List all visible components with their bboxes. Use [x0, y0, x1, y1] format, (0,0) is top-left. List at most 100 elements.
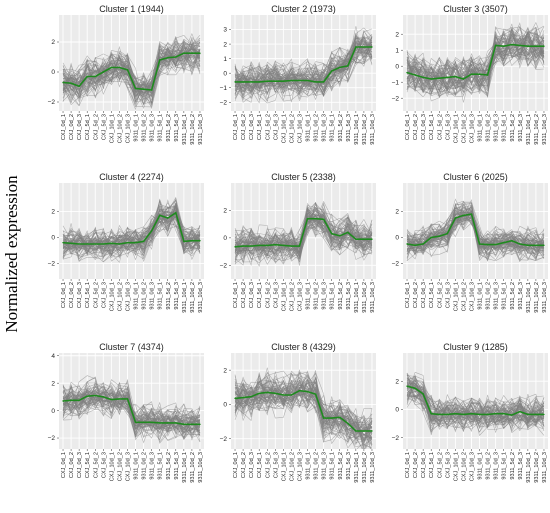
- x-tick-label: CXJ_5d_1: [429, 452, 435, 478]
- gene-profile-line: [62, 381, 201, 440]
- center-point: [150, 89, 153, 91]
- x-tick-label: CXJ_0d_3: [77, 114, 83, 140]
- x-tick-label: CXJ_0d_3: [421, 452, 427, 478]
- center-point: [406, 243, 408, 245]
- gene-profile-line: [234, 216, 373, 264]
- center-point: [290, 245, 293, 247]
- center-point: [298, 245, 301, 247]
- center-point: [70, 82, 72, 84]
- gene-profile-line: [62, 36, 201, 94]
- x-tick-label: 9311_5d_3: [346, 452, 352, 480]
- center-point: [191, 52, 193, 54]
- center-point: [422, 76, 424, 79]
- y-tick-label: −2: [392, 261, 400, 268]
- y-tick-label: 2: [223, 208, 227, 215]
- panel-title: Cluster 9 (1285): [443, 342, 508, 352]
- center-point: [183, 240, 185, 243]
- center-point: [134, 241, 137, 244]
- gene-profile-line: [62, 225, 201, 257]
- center-point: [535, 244, 537, 246]
- center-point: [502, 241, 505, 244]
- gene-profile-line: [406, 38, 545, 95]
- center-point: [527, 244, 529, 246]
- x-tick-label: CXJ_5d_1: [257, 452, 263, 478]
- gene-profile-line: [406, 393, 545, 423]
- gene-profile-line: [406, 210, 545, 252]
- x-tick-label: 9311_10d_3: [542, 282, 548, 313]
- center-point: [134, 87, 137, 90]
- x-tick-label: CXJ_0d_3: [77, 282, 83, 308]
- gene-profile-line: [234, 385, 373, 440]
- x-tick-label: 9311_10d_3: [198, 452, 204, 483]
- y-tick-label: 1: [395, 47, 399, 54]
- cluster-center-line: [235, 46, 372, 83]
- x-tick-label: CXJ_0d_2: [413, 114, 419, 140]
- center-point: [94, 243, 96, 245]
- x-tick-label: CXJ_10d_2: [117, 452, 123, 481]
- x-tick-label: 9311_0d_1: [134, 114, 140, 142]
- gene-profile-line: [234, 33, 373, 101]
- cluster-center-line: [234, 217, 372, 248]
- center-point: [430, 78, 432, 80]
- x-tick-label: CXJ_10d_3: [469, 452, 475, 481]
- x-tick-label: 9311_5d_3: [346, 282, 352, 310]
- x-tick-label: CXJ_10d_2: [461, 114, 467, 143]
- center-point: [62, 400, 64, 402]
- center-point: [422, 393, 424, 395]
- gene-profile-line: [62, 37, 201, 101]
- x-tick-label: 9311_10d_2: [362, 114, 368, 145]
- center-point: [511, 414, 513, 416]
- center-point: [414, 387, 416, 389]
- gene-profile-line: [62, 48, 201, 106]
- gene-profile-line: [62, 216, 201, 250]
- x-tick-label: 9311_10d_2: [534, 114, 540, 145]
- x-tick-label: 9311_10d_1: [182, 452, 188, 483]
- center-point: [142, 421, 145, 423]
- x-tick-label: CXJ_10d_3: [125, 282, 131, 311]
- y-tick-label: 0: [395, 235, 399, 242]
- x-tick-label: CXJ_10d_1: [109, 114, 115, 143]
- x-tick-label: 9311_10d_2: [362, 452, 368, 483]
- x-tick-label: CXJ_0d_2: [413, 452, 419, 478]
- gene-profile-line: [234, 369, 373, 440]
- y-tick-label: 0: [223, 235, 227, 242]
- x-tick-label: CXJ_10d_2: [289, 282, 295, 311]
- x-tick-label: CXJ_0d_1: [61, 282, 67, 308]
- x-tick-label: CXJ_10d_2: [117, 282, 123, 311]
- center-point: [446, 413, 449, 416]
- x-tick-label: 9311_0d_2: [142, 114, 148, 142]
- gene-profile-line: [406, 393, 545, 430]
- x-tick-label: CXJ_5d_2: [437, 114, 443, 140]
- center-point: [118, 66, 121, 69]
- center-point: [486, 74, 489, 76]
- center-point: [371, 46, 373, 48]
- y-tick-label: 0: [51, 408, 55, 415]
- x-tick-label: 9311_5d_2: [338, 282, 344, 310]
- x-tick-label: CXJ_5d_3: [445, 452, 451, 478]
- x-tick-label: 9311_5d_1: [330, 282, 336, 310]
- x-tick-label: CXJ_0d_1: [233, 114, 239, 140]
- x-tick-label: CXJ_5d_3: [273, 114, 279, 140]
- center-point: [363, 238, 365, 240]
- x-tick-label: 9311_5d_3: [518, 282, 524, 310]
- x-tick-label: CXJ_0d_3: [421, 282, 427, 308]
- center-point: [158, 422, 161, 424]
- x-tick-label: 9311_10d_3: [198, 114, 204, 145]
- center-point: [330, 233, 333, 235]
- y-tick-label: −2: [220, 262, 228, 269]
- center-point: [330, 417, 333, 419]
- y-tick-label: −2: [48, 261, 56, 268]
- x-tick-label: 9311_10d_2: [190, 114, 196, 145]
- center-point: [438, 235, 440, 237]
- center-point: [250, 245, 252, 247]
- center-point: [298, 79, 301, 82]
- x-tick-label: 9311_5d_2: [338, 114, 344, 142]
- x-tick-label: 9311_0d_1: [478, 452, 484, 480]
- center-point: [355, 430, 357, 432]
- center-point: [274, 244, 277, 246]
- gene-profile-line: [406, 26, 545, 88]
